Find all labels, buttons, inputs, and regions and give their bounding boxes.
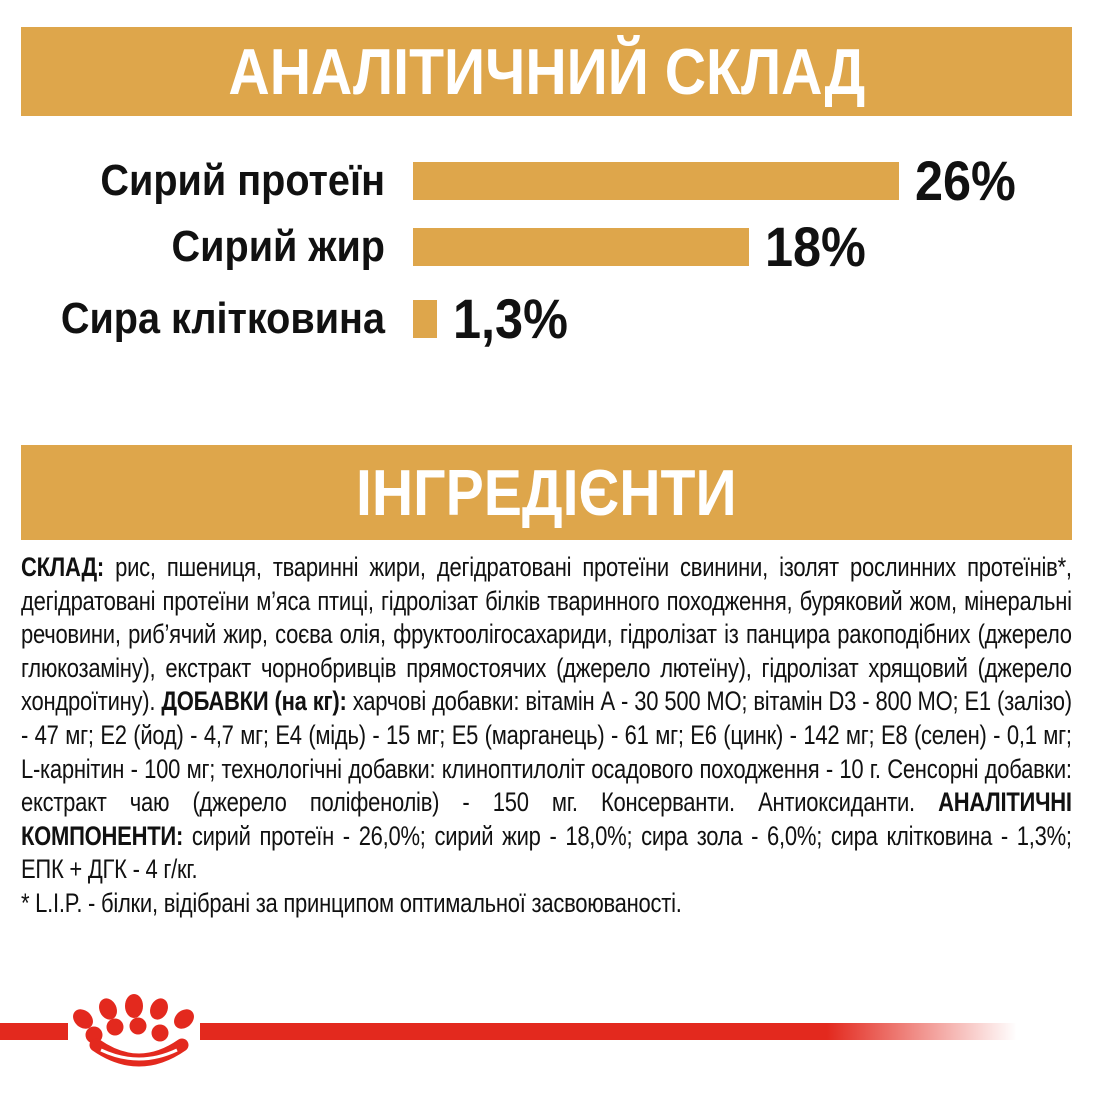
bar-value-protein: 26% — [915, 149, 1016, 212]
composition-label: СКЛАД: — [21, 552, 104, 582]
bar-value-fibre: 1,3% — [453, 287, 568, 350]
lip-footnote: * L.I.P. - білки, відібрані за принципом… — [21, 887, 682, 918]
bar-fibre — [413, 300, 437, 338]
bar-row-fat: Сирий жир 18% — [0, 215, 1093, 278]
analytical-composition-banner: АНАЛІТИЧНИЙ СКЛАД — [21, 27, 1072, 116]
analytical-components-label: АНАЛІТИЧНІ КОМПОНЕНТИ: — [21, 787, 1072, 851]
bar-label-fat: Сирий жир — [171, 222, 385, 271]
additives-text: харчові добавки: вітамін А - 30 500 МО; … — [21, 686, 1072, 818]
ingredients-title: ІНГРЕДІЄНТИ — [356, 456, 737, 529]
analytical-composition-title: АНАЛІТИЧНИЙ СКЛАД — [228, 35, 865, 108]
bar-row-protein: Сирий протеїн 26% — [0, 149, 1093, 212]
bar-label-protein: Сирий протеїн — [100, 156, 385, 205]
ingredients-banner: ІНГРЕДІЄНТИ — [21, 445, 1072, 540]
ingredients-paragraph: СКЛАД: рис, пшениця, тваринні жири, дегі… — [21, 551, 1072, 887]
bar-label-fibre: Сира клітковина — [60, 294, 385, 343]
red-band-left — [0, 1023, 68, 1040]
bar-value-fat: 18% — [765, 215, 866, 278]
bar-row-fibre: Сира клітковина 1,3% — [0, 287, 1093, 350]
composition-text: рис, пшениця, тваринні жири, дегідратова… — [21, 552, 1072, 717]
analytical-components-text: сирий протеїн - 26,0%; сирий жир - 18,0%… — [21, 820, 1072, 885]
additives-label: ДОБАВКИ (на кг): — [161, 686, 347, 717]
ingredients-text-block: СКЛАД: рис, пшениця, тваринні жири, дегі… — [21, 551, 1072, 921]
royal-canin-crown-icon — [73, 994, 194, 1067]
bar-fat — [413, 228, 749, 266]
red-band-right-fading — [200, 1023, 1025, 1040]
bar-protein — [413, 162, 899, 200]
